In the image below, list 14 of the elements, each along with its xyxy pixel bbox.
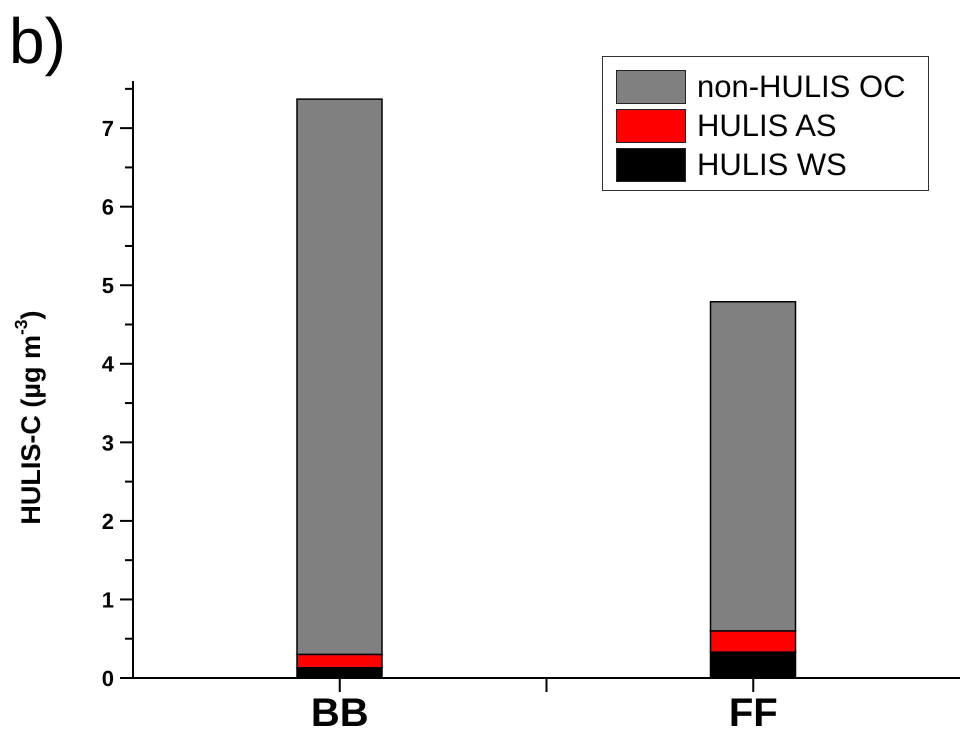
y-tick-label: 4 — [102, 352, 115, 377]
y-tick-label: 5 — [102, 273, 114, 298]
legend-label: HULIS AS — [697, 108, 837, 142]
x-tick-label: BB — [310, 691, 369, 731]
y-tick-label: 0 — [102, 666, 114, 691]
y-tick-label: 1 — [102, 587, 114, 612]
y-tick-label: 7 — [102, 116, 114, 142]
legend-label: non-HULIS OC — [697, 68, 906, 104]
y-tick-label: 2 — [102, 508, 114, 534]
legend-label: HULIS WS — [697, 146, 847, 182]
chart-title: b) — [9, 5, 66, 77]
y-tick-label: 3 — [102, 430, 114, 456]
y-tick-label: 6 — [102, 194, 114, 220]
x-tick-label: FF — [728, 691, 778, 731]
